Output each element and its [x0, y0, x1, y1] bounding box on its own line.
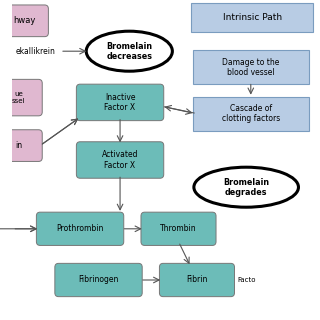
Text: Bromelain
degrades: Bromelain degrades — [223, 178, 269, 197]
Text: Thrombin: Thrombin — [160, 224, 197, 233]
FancyBboxPatch shape — [159, 263, 235, 297]
FancyBboxPatch shape — [0, 130, 42, 161]
FancyBboxPatch shape — [76, 142, 164, 178]
FancyBboxPatch shape — [55, 263, 142, 297]
FancyBboxPatch shape — [141, 212, 216, 245]
Text: Intrinsic Path: Intrinsic Path — [223, 13, 282, 22]
FancyBboxPatch shape — [193, 50, 308, 84]
Text: Damage to the
blood vessel: Damage to the blood vessel — [222, 58, 279, 77]
Text: Fibrin: Fibrin — [186, 276, 208, 284]
Text: ekallikrein: ekallikrein — [16, 47, 55, 56]
Text: hway: hway — [13, 16, 36, 25]
FancyBboxPatch shape — [191, 3, 313, 32]
Text: in: in — [15, 141, 22, 150]
Text: Bromelain
decreases: Bromelain decreases — [106, 42, 152, 61]
Text: Fibrinogen: Fibrinogen — [78, 276, 119, 284]
FancyBboxPatch shape — [0, 79, 42, 116]
Text: Cascade of
clotting factors: Cascade of clotting factors — [222, 104, 280, 123]
Text: Facto: Facto — [237, 277, 255, 283]
Text: Prothrombin: Prothrombin — [56, 224, 104, 233]
Ellipse shape — [194, 167, 299, 207]
Text: Activated
Factor X: Activated Factor X — [102, 150, 138, 170]
FancyBboxPatch shape — [76, 84, 164, 121]
FancyBboxPatch shape — [1, 5, 48, 37]
FancyBboxPatch shape — [36, 212, 124, 245]
Text: ue
ssel: ue ssel — [12, 91, 25, 104]
FancyBboxPatch shape — [193, 97, 308, 131]
Ellipse shape — [86, 31, 172, 71]
Text: Inactive
Factor X: Inactive Factor X — [105, 93, 136, 112]
